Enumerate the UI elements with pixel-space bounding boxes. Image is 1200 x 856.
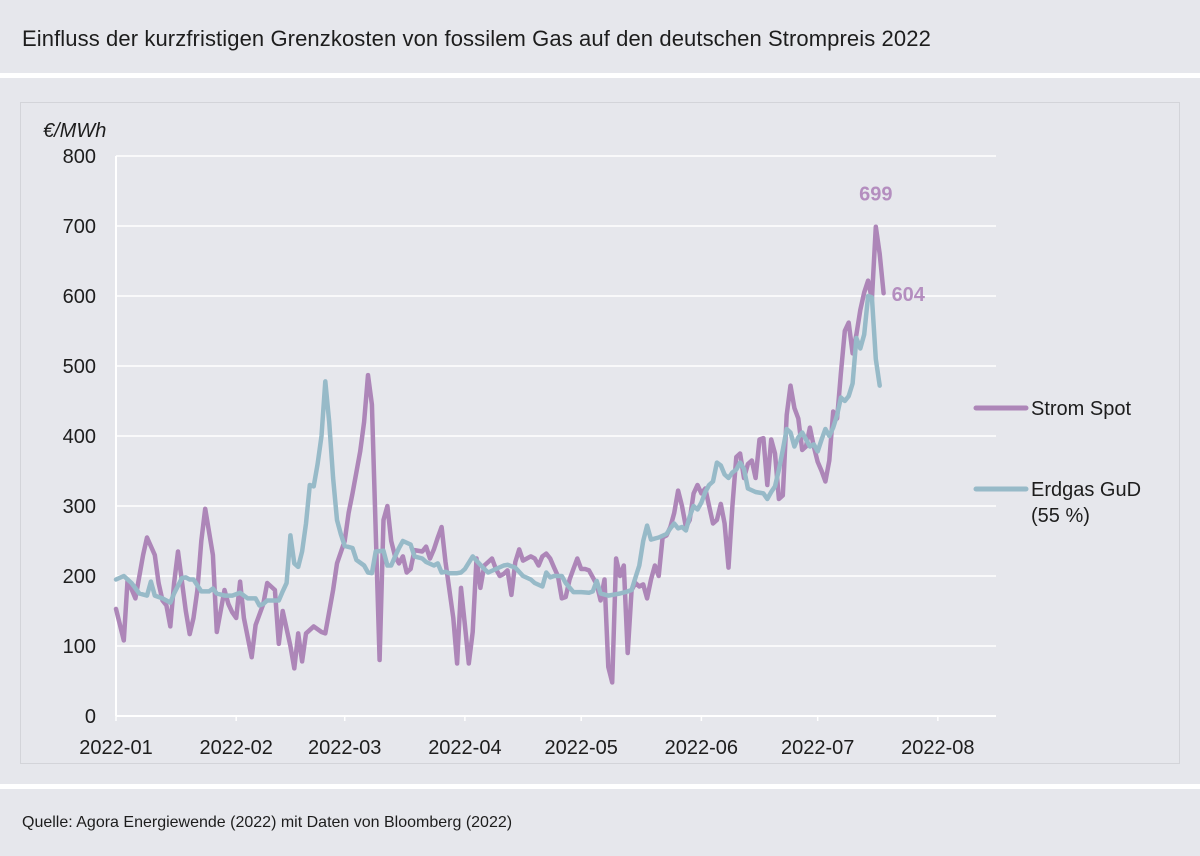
y-tick-label: 700 — [63, 216, 96, 238]
label-layer: 0 100 200 300 400 500 600 700 800 2022-01 2022-02 2… — [43, 120, 1141, 759]
chart-panel: 0 100 200 300 400 500 600 700 800 2022-01 2022-02 2… — [20, 102, 1180, 764]
legend-label-strom-spot: Strom Spot — [1031, 398, 1131, 420]
x-tick-label: 2022-06 — [665, 737, 738, 759]
series-layer — [113, 224, 886, 685]
line-chart: 0 100 200 300 400 500 600 700 800 2022-01 2022-02 2… — [43, 120, 1141, 759]
y-tick-label: 400 — [63, 426, 96, 448]
y-tick-label: 100 — [63, 636, 96, 658]
series-line-strom-spot — [113, 224, 886, 685]
chart-title: Einfluss der kurzfristigen Grenzkosten v… — [22, 26, 931, 51]
y-tick-label: 800 — [63, 146, 96, 168]
x-tick-label: 2022-05 — [544, 737, 617, 759]
x-tick-label: 2022-01 — [79, 737, 152, 759]
data-label-604: 604 — [892, 284, 926, 306]
x-tick-label: 2022-03 — [308, 737, 381, 759]
x-tick-label: 2022-08 — [901, 737, 974, 759]
y-tick-label: 500 — [63, 356, 96, 378]
y-tick-label: 600 — [63, 286, 96, 308]
y-axis-unit-label: €/MWh — [43, 120, 106, 142]
bottom-divider — [0, 784, 1200, 789]
legend-label-erdgas-gud: Erdgas GuD — [1031, 479, 1141, 501]
series-line-erdgas-gud — [113, 293, 882, 608]
grid-layer — [115, 155, 996, 721]
legend-label-erdgas-gud: (55 %) — [1031, 505, 1090, 527]
y-tick-label: 0 — [85, 706, 96, 728]
data-label-699: 699 — [859, 184, 892, 206]
y-tick-label: 200 — [63, 566, 96, 588]
x-tick-label: 2022-07 — [781, 737, 854, 759]
source-note: Quelle: Agora Energiewende (2022) mit Da… — [22, 814, 513, 831]
x-tick-label: 2022-04 — [428, 737, 501, 759]
y-tick-label: 300 — [63, 496, 96, 518]
top-divider — [0, 73, 1200, 78]
x-tick-label: 2022-02 — [199, 737, 272, 759]
